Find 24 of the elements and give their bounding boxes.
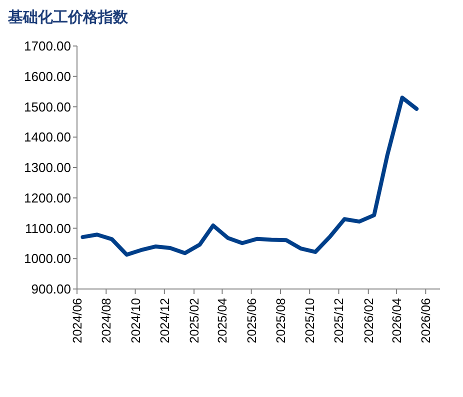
y-tick-label: 1100.00 [24, 220, 71, 236]
x-tick-label: 2025/02 [188, 298, 202, 344]
x-tick-label: 2025/06 [244, 298, 259, 344]
line-series [80, 96, 419, 257]
y-tick-label: 1000.00 [24, 251, 71, 266]
y-tick-label: 1500.00 [24, 99, 71, 114]
x-tick-label: 2024/10 [128, 298, 143, 344]
y-tick-label: 1400.00 [24, 130, 71, 145]
x-tick-label: 2025/08 [274, 298, 288, 344]
y-tick-label: 1600.00 [24, 68, 71, 84]
y-tick-label: 900.00 [31, 282, 71, 296]
x-tick-label: 2024/08 [100, 298, 114, 344]
x-tick-label: 2026/06 [419, 298, 434, 344]
chart-title: 基础化工价格指数 [7, 9, 129, 26]
x-tick-label: 2026/02 [362, 298, 376, 344]
x-tick-label: 2024/12 [158, 298, 172, 344]
y-tick-label: 1200.00 [24, 190, 71, 206]
x-tick-label: 2026/04 [390, 298, 404, 344]
y-tick-label: 1700.00 [24, 38, 71, 54]
y-tick-label: 1300.00 [24, 160, 71, 175]
x-tick-label: 2024/06 [70, 298, 84, 344]
x-tick-label: 2025/12 [332, 298, 346, 344]
x-tick-label: 2025/04 [216, 298, 230, 344]
x-tick-label: 2025/10 [303, 298, 318, 344]
